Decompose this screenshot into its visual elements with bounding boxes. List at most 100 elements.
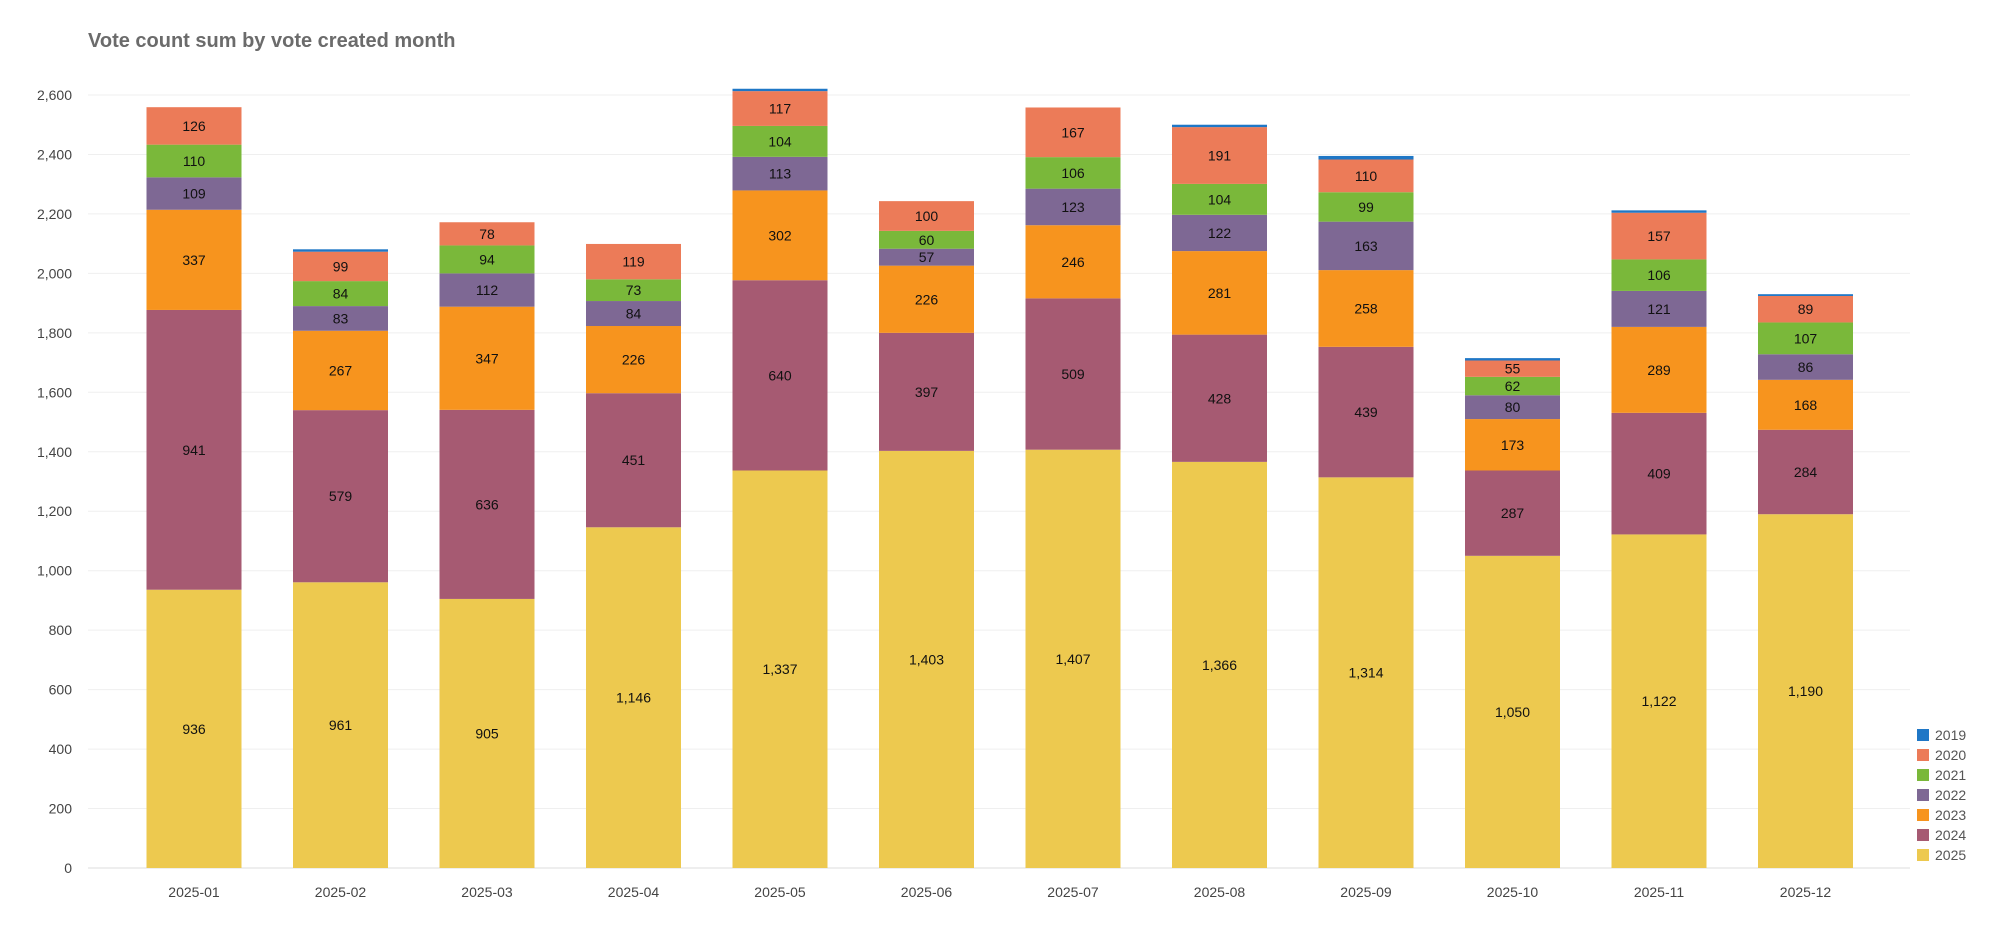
bar-segment[interactable] bbox=[1172, 183, 1267, 215]
data-label: 258 bbox=[1354, 300, 1378, 316]
bar-segment[interactable] bbox=[586, 527, 681, 868]
bar-segment[interactable] bbox=[1465, 395, 1560, 420]
bar-segment[interactable] bbox=[293, 251, 388, 282]
chart-title: Vote count sum by vote created month bbox=[88, 30, 456, 52]
bar-segment[interactable] bbox=[1172, 251, 1267, 335]
bar-segment[interactable] bbox=[1758, 295, 1853, 323]
data-label: 89 bbox=[1798, 301, 1814, 317]
bar-segment[interactable] bbox=[1465, 555, 1560, 868]
bar-segment[interactable] bbox=[1611, 534, 1707, 868]
bar-segment[interactable] bbox=[586, 243, 681, 280]
bar-segment[interactable] bbox=[439, 306, 535, 410]
bar-segment[interactable] bbox=[146, 589, 242, 868]
bar-segment[interactable] bbox=[1172, 127, 1267, 184]
bar-segment[interactable] bbox=[1758, 354, 1853, 380]
bar-segment[interactable] bbox=[1465, 360, 1560, 377]
bar-segment[interactable] bbox=[732, 190, 828, 281]
bar-segment[interactable] bbox=[1025, 449, 1121, 868]
bar-segment[interactable] bbox=[1318, 346, 1414, 478]
bar-segment[interactable] bbox=[1465, 376, 1560, 396]
bar-segment[interactable] bbox=[1318, 477, 1414, 868]
bar-segment[interactable] bbox=[293, 249, 388, 252]
bar-segment[interactable] bbox=[586, 326, 681, 394]
bar-segment[interactable] bbox=[1172, 334, 1267, 462]
bar-segment[interactable] bbox=[1465, 358, 1560, 361]
bar-segment[interactable] bbox=[732, 156, 828, 191]
bar-segment[interactable] bbox=[1025, 298, 1121, 450]
bar-segment[interactable] bbox=[146, 177, 242, 210]
bar-segment[interactable] bbox=[1465, 470, 1560, 556]
bar-segment[interactable] bbox=[439, 273, 535, 307]
bar-segment[interactable] bbox=[879, 265, 974, 333]
bar-segment[interactable] bbox=[879, 450, 974, 868]
bar-segment[interactable] bbox=[439, 222, 535, 246]
bar-segment[interactable] bbox=[1611, 210, 1707, 213]
bar-segment[interactable] bbox=[146, 107, 242, 145]
y-tick-label: 200 bbox=[49, 801, 73, 817]
bar-segment[interactable] bbox=[1025, 188, 1121, 226]
bar-segment[interactable] bbox=[293, 306, 388, 331]
bar-segment[interactable] bbox=[1758, 322, 1853, 355]
bar-segment[interactable] bbox=[1025, 157, 1121, 189]
bar-segment[interactable] bbox=[1758, 429, 1853, 515]
bar-segment[interactable] bbox=[586, 393, 681, 528]
bar-segment[interactable] bbox=[293, 582, 388, 868]
bar-segment[interactable] bbox=[146, 144, 242, 178]
bar-segment[interactable] bbox=[732, 280, 828, 471]
data-label: 428 bbox=[1208, 390, 1232, 406]
bar-segment[interactable] bbox=[1611, 259, 1707, 291]
bar-segment[interactable] bbox=[1318, 155, 1414, 160]
bar-segment[interactable] bbox=[1318, 270, 1414, 347]
bar-segment[interactable] bbox=[586, 301, 681, 327]
bar-segment[interactable] bbox=[1611, 290, 1707, 327]
bar-segment[interactable] bbox=[1758, 514, 1853, 868]
bar-segment[interactable] bbox=[1172, 124, 1267, 128]
bar-segment[interactable] bbox=[879, 248, 974, 266]
bar-segment[interactable] bbox=[879, 332, 974, 451]
data-label: 104 bbox=[1208, 191, 1232, 207]
bar-segment[interactable] bbox=[146, 309, 242, 590]
bar-segment[interactable] bbox=[732, 470, 828, 868]
bar-segment[interactable] bbox=[732, 125, 828, 157]
data-label: 267 bbox=[329, 362, 353, 378]
data-label: 451 bbox=[622, 452, 646, 468]
bar-segment[interactable] bbox=[1465, 419, 1560, 471]
bar-segment[interactable] bbox=[1611, 326, 1707, 413]
bar-segment[interactable] bbox=[1318, 192, 1414, 222]
bar-segment[interactable] bbox=[439, 409, 535, 599]
bar-segment[interactable] bbox=[1025, 107, 1121, 158]
bar-segment[interactable] bbox=[1758, 379, 1853, 430]
bar-segment[interactable] bbox=[1611, 212, 1707, 260]
data-label: 100 bbox=[915, 208, 939, 224]
data-label: 1,050 bbox=[1495, 704, 1530, 720]
bar-segment[interactable] bbox=[732, 88, 828, 92]
bar-segment[interactable] bbox=[732, 91, 828, 126]
data-label: 83 bbox=[333, 310, 349, 326]
bar-segment[interactable] bbox=[439, 598, 535, 868]
bar-segment[interactable] bbox=[1172, 214, 1267, 252]
bar-segment[interactable] bbox=[1172, 461, 1267, 868]
bar-segment[interactable] bbox=[146, 209, 242, 310]
data-label: 337 bbox=[182, 252, 206, 268]
bar-segment[interactable] bbox=[293, 281, 388, 307]
bar-segment[interactable] bbox=[1758, 294, 1853, 296]
data-label: 226 bbox=[915, 291, 939, 307]
bar-segment[interactable] bbox=[1318, 159, 1414, 193]
y-tick-label: 2,600 bbox=[37, 87, 72, 103]
y-tick-label: 2,200 bbox=[37, 206, 72, 222]
bar-segment[interactable] bbox=[1611, 412, 1707, 535]
bar-segment[interactable] bbox=[586, 279, 681, 302]
bar-segment[interactable] bbox=[1025, 225, 1121, 299]
bar-segment[interactable] bbox=[879, 230, 974, 249]
x-tick-label: 2025-12 bbox=[1780, 884, 1832, 900]
data-label: 1,403 bbox=[909, 651, 944, 667]
bar-segment[interactable] bbox=[879, 201, 974, 231]
bar-segment[interactable] bbox=[439, 245, 535, 274]
data-label: 1,366 bbox=[1202, 657, 1237, 673]
bar-segment[interactable] bbox=[293, 410, 388, 583]
bar-segment[interactable] bbox=[293, 330, 388, 411]
legend-label: 2023 bbox=[1935, 807, 1966, 823]
data-label: 57 bbox=[919, 249, 935, 265]
data-label: 579 bbox=[329, 488, 353, 504]
bar-segment[interactable] bbox=[1318, 221, 1414, 271]
